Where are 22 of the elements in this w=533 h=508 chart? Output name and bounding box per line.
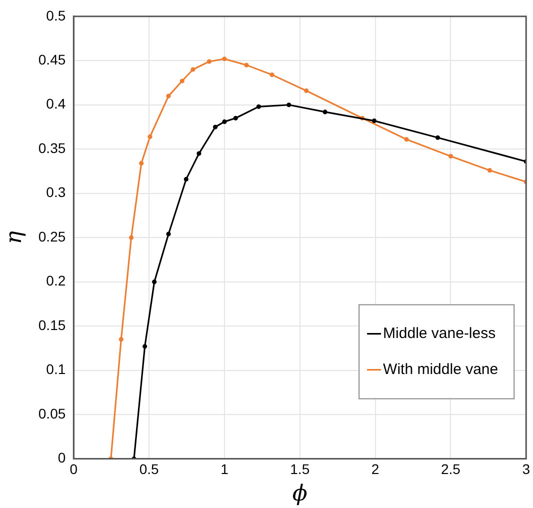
y-tick-label: 0.2 — [46, 272, 66, 289]
y-tick-label: 0.4 — [46, 96, 66, 112]
legend-label: With middle vane — [383, 360, 498, 378]
y-tick-label: 0.35 — [38, 140, 66, 156]
y-tick-label: 0.1 — [46, 361, 66, 378]
y-tick-label: 0.45 — [38, 52, 66, 68]
y-tick-label: 0.25 — [38, 228, 66, 244]
x-tick-label: 3 — [522, 461, 530, 478]
y-tick-label: 0.15 — [38, 316, 66, 333]
x-axis-title: ϕ — [292, 482, 308, 507]
x-tick-label: 1 — [220, 461, 229, 478]
x-tick-label: 0.5 — [139, 461, 159, 478]
y-tick-label: 0.05 — [38, 405, 66, 422]
y-tick-label: 0 — [58, 450, 66, 466]
legend-label: Middle vane-less — [383, 324, 496, 342]
x-tick-label: 0 — [70, 461, 78, 478]
y-tick-label: 0.5 — [46, 7, 66, 24]
x-tick-label: 2.5 — [440, 461, 461, 478]
y-tick-label: 0.3 — [46, 184, 66, 200]
y-axis-title: η — [2, 231, 27, 244]
x-tick-label: 1.5 — [290, 461, 310, 478]
x-tick-label: 2 — [371, 461, 380, 478]
